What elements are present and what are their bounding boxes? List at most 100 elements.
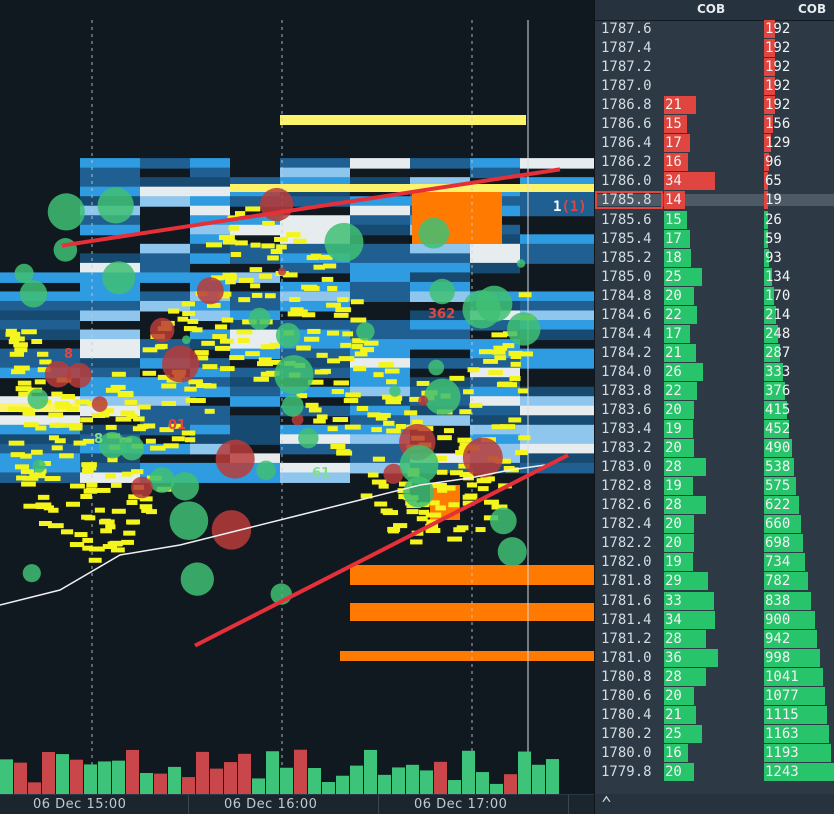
- price-cell[interactable]: 1784.6: [601, 306, 652, 323]
- liquidity-block: [140, 158, 190, 169]
- price-cell[interactable]: 1784.8: [601, 287, 652, 304]
- trade-dot: [225, 279, 236, 285]
- trade-dot: [220, 366, 235, 372]
- cob-bar: [764, 610, 815, 629]
- cob-bar: [764, 477, 797, 496]
- trade-bubble: [507, 312, 541, 346]
- bid-ask-bar: [664, 381, 697, 400]
- price-cell[interactable]: 1783.2: [601, 440, 652, 457]
- price-cell[interactable]: 1781.6: [601, 592, 652, 609]
- price-cell[interactable]: 1781.2: [601, 630, 652, 647]
- trade-dot: [379, 412, 391, 418]
- liquidity-block: [520, 424, 594, 436]
- price-cell[interactable]: 1785.2: [601, 249, 652, 266]
- price-cell[interactable]: 1784.2: [601, 344, 652, 361]
- trade-dot: [286, 232, 301, 238]
- price-cell[interactable]: 1782.0: [601, 554, 652, 571]
- trade-dot: [221, 317, 234, 323]
- bid-ask-size: 20: [665, 535, 682, 552]
- volume-bar: [518, 751, 531, 794]
- price-cell[interactable]: 1781.0: [601, 649, 652, 666]
- cob-size: 333: [765, 363, 791, 380]
- liquidity-block: [520, 234, 594, 245]
- cob-size: 170: [765, 287, 791, 304]
- price-cell[interactable]: 1783.4: [601, 421, 652, 438]
- price-cell[interactable]: 1781.8: [601, 573, 652, 590]
- liquidity-block: [190, 472, 230, 483]
- trade-dot: [197, 355, 209, 361]
- price-cell[interactable]: 1780.2: [601, 725, 652, 742]
- volume-bar: [70, 759, 83, 794]
- trade-dot: [86, 482, 98, 488]
- trade-dot: [426, 519, 438, 525]
- trade-dot: [83, 488, 98, 494]
- trade-dot: [304, 336, 320, 342]
- liquidity-block: [140, 177, 190, 188]
- liquidity-block: [350, 434, 410, 445]
- trade-dot: [105, 524, 116, 530]
- bid-ask-size: 15: [665, 116, 682, 133]
- heatmap-chart[interactable]: 1(1) 06 Dec 15:00 06 Dec 16:00 06 Dec 17:0…: [0, 0, 594, 814]
- price-cell[interactable]: 1786.4: [601, 135, 652, 152]
- bubble-label: 61: [312, 466, 331, 481]
- liquidity-block: [140, 386, 190, 398]
- trade-dot: [483, 358, 498, 364]
- price-cell[interactable]: 1782.2: [601, 535, 652, 552]
- price-cell[interactable]: 1782.4: [601, 516, 652, 533]
- price-cell[interactable]: 1784.4: [601, 325, 652, 342]
- heatmap-svg[interactable]: [0, 0, 594, 794]
- cob-size: 65: [765, 173, 782, 190]
- trade-dot: [477, 486, 489, 492]
- price-cell[interactable]: 1787.4: [601, 40, 652, 57]
- price-cell[interactable]: 1783.6: [601, 402, 652, 418]
- price-cell[interactable]: 1782.8: [601, 478, 652, 495]
- trade-dot: [374, 501, 388, 507]
- price-cell[interactable]: 1780.4: [601, 706, 652, 723]
- price-cell[interactable]: 1781.4: [601, 611, 652, 628]
- cob-header-right[interactable]: COB: [798, 2, 827, 16]
- trade-dot: [518, 292, 532, 298]
- trade-dot: [82, 469, 94, 475]
- bid-ask-size: 17: [665, 325, 682, 342]
- trade-dot: [48, 523, 64, 529]
- price-cell[interactable]: 1780.8: [601, 668, 652, 685]
- price-cell[interactable]: 1779.8: [601, 763, 652, 780]
- chevron-up-icon[interactable]: ⌃: [601, 793, 612, 814]
- bid-ask-bar: [664, 553, 693, 572]
- cob-header-left[interactable]: COB: [697, 2, 726, 16]
- price-cell[interactable]: 1785.8: [601, 192, 652, 209]
- liquidity-block: [410, 243, 470, 255]
- cob-size: 622: [765, 497, 791, 514]
- liquidity-block: [520, 253, 594, 264]
- bid-ask-size: 34: [665, 611, 682, 628]
- price-cell[interactable]: 1785.0: [601, 268, 652, 285]
- trade-bubble: [180, 562, 214, 596]
- liquidity-block: [350, 196, 410, 207]
- price-cell[interactable]: 1783.8: [601, 382, 652, 399]
- price-cell[interactable]: 1785.6: [601, 211, 652, 228]
- price-cell[interactable]: 1782.6: [601, 497, 652, 514]
- liquidity-block: [280, 443, 350, 455]
- price-cell[interactable]: 1787.2: [601, 59, 652, 76]
- price-cell[interactable]: 1785.4: [601, 230, 652, 247]
- volume-bar: [28, 782, 41, 794]
- cob-size: 415: [765, 402, 791, 418]
- price-cell[interactable]: 1780.0: [601, 744, 652, 761]
- price-cell[interactable]: 1786.2: [601, 154, 652, 171]
- liquidity-block: [280, 177, 350, 188]
- price-cell[interactable]: 1784.0: [601, 363, 652, 380]
- price-cell[interactable]: 1787.6: [601, 21, 652, 37]
- price-cell[interactable]: 1783.0: [601, 459, 652, 476]
- price-cell[interactable]: 1786.8: [601, 97, 652, 114]
- trade-bubble: [356, 322, 375, 341]
- price-cell[interactable]: 1786.0: [601, 173, 652, 190]
- time-axis[interactable]: 06 Dec 15:00 06 Dec 16:00 06 Dec 17:00: [0, 794, 594, 814]
- trade-dot: [508, 417, 522, 423]
- price-cell[interactable]: 1786.6: [601, 116, 652, 133]
- price-cell[interactable]: 1780.6: [601, 687, 652, 704]
- price-cell[interactable]: 1787.0: [601, 78, 652, 95]
- bid-ask-bar: [664, 96, 696, 115]
- liquidity-block: [80, 158, 140, 169]
- trade-dot: [159, 427, 174, 433]
- trade-dot: [31, 339, 43, 345]
